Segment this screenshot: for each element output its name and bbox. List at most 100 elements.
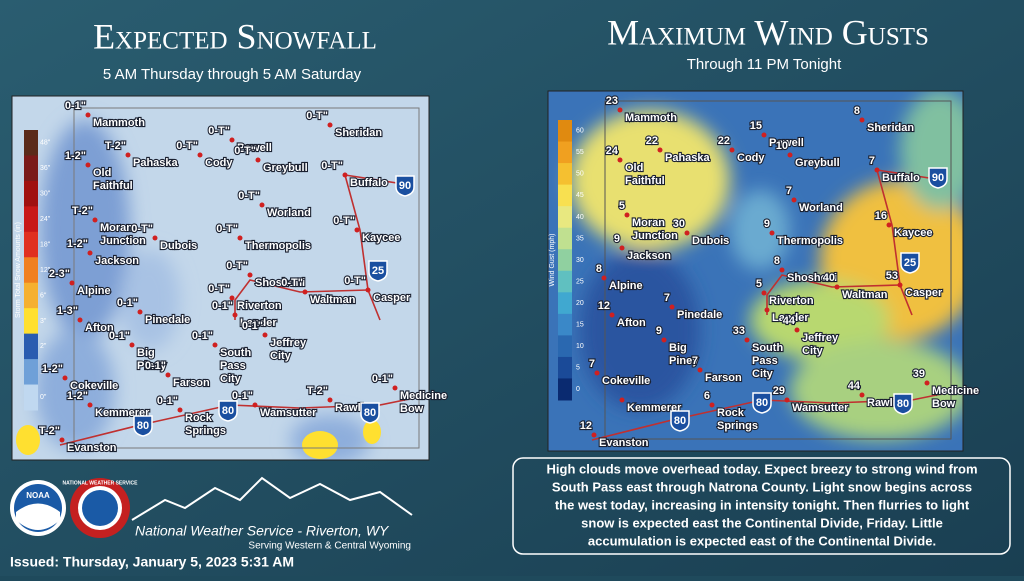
office-name: National Weather Service - Riverton, WY <box>135 523 390 539</box>
town-name: Pinedale <box>145 314 190 326</box>
legend-tick: 10 <box>576 343 584 350</box>
snow-value: 1-2" <box>42 363 63 375</box>
town-name: Bow <box>400 403 424 415</box>
town-name: Riverton <box>237 300 282 312</box>
town-name: Medicine <box>932 385 979 397</box>
legend-swatch <box>558 120 572 143</box>
wind-map-frame <box>547 90 964 452</box>
gust-value: 8 <box>596 263 602 275</box>
town-name: Jeffrey <box>802 332 839 344</box>
town-name: Powell <box>237 142 272 154</box>
town-name: City <box>802 345 824 357</box>
legend-tick: 6" <box>40 292 47 299</box>
gust-value: 29 <box>773 385 785 397</box>
serving-area: Serving Western & Central Wyoming <box>248 541 411 552</box>
gust-value: 44 <box>783 315 796 327</box>
legend-tick: 25 <box>576 278 584 285</box>
gust-value: 8 <box>774 255 780 267</box>
town-dot <box>609 312 615 318</box>
snow-value: 0-T" <box>321 160 343 172</box>
town-dot <box>87 250 93 256</box>
gust-value: 9 <box>764 218 770 230</box>
town-dot <box>619 397 625 403</box>
town-name: Pahaska <box>665 152 711 164</box>
town-name: Casper <box>905 287 943 299</box>
town-dot <box>729 147 735 153</box>
legend-swatch <box>558 249 572 272</box>
snow-value: 1-3" <box>57 305 78 317</box>
legend-swatch <box>24 231 38 258</box>
town-name: Cody <box>205 157 233 169</box>
town-dot <box>69 280 75 286</box>
town-dot <box>247 272 253 278</box>
legend-tick: 55 <box>576 149 584 156</box>
legend-tick: 0" <box>40 394 47 401</box>
gust-value: 10 <box>776 140 788 152</box>
town-name: Waltman <box>842 289 888 301</box>
town-name: Faithful <box>625 175 665 187</box>
town-name: Piney <box>669 355 699 367</box>
gust-value: 9 <box>656 325 662 337</box>
town-name: Jackson <box>95 255 139 267</box>
snow-value: 0-1" <box>372 373 393 385</box>
description-line: the west today, increasing in intensity … <box>555 497 970 512</box>
town-name: Shoshoni <box>787 272 837 284</box>
town-dot <box>761 290 767 296</box>
town-dot <box>779 267 785 273</box>
snow-value: 0-1" <box>242 320 263 332</box>
noaa-text: NOAA <box>26 491 50 500</box>
legend-tick: 20 <box>576 300 584 307</box>
legend-swatch <box>558 163 572 186</box>
legend-swatch <box>24 130 38 156</box>
highway-shield <box>360 402 380 424</box>
town-name: Springs <box>185 425 226 437</box>
town-name: Riverton <box>769 295 814 307</box>
highway-shield <box>133 415 153 437</box>
highway-shield <box>900 252 920 274</box>
town-name: Greybull <box>263 162 308 174</box>
gust-value: 7 <box>869 155 875 167</box>
nws-seal-text: NATIONAL WEATHER SERVICE <box>63 480 139 486</box>
legend-title: Wind Gust (mph) <box>549 234 556 287</box>
town-name: Buffalo <box>350 177 388 189</box>
snow-value: 0-1" <box>145 360 166 372</box>
highway <box>876 169 913 316</box>
highway-number: 80 <box>364 407 376 419</box>
town-name: Evanston <box>599 437 649 449</box>
gust-value: 15 <box>750 120 762 132</box>
town-dot <box>129 342 135 348</box>
town-dot <box>661 337 667 343</box>
highway <box>344 174 381 321</box>
snow-value: 0-T" <box>344 275 366 287</box>
town-name: Old <box>625 162 643 174</box>
gust-value: 33 <box>733 325 745 337</box>
town-dot <box>859 392 865 398</box>
town-dot <box>617 107 623 113</box>
gust-value: 5 <box>619 200 625 212</box>
town-dot <box>85 112 91 118</box>
town-dot <box>897 282 903 288</box>
snow-value: 0-1" <box>157 395 178 407</box>
town-name: Afton <box>617 317 646 329</box>
town-name: Springs <box>717 420 758 432</box>
town-name: Moran <box>632 217 665 229</box>
town-name: South <box>752 342 783 354</box>
highway <box>59 394 430 446</box>
highway-number: 80 <box>222 405 234 417</box>
town-name: Lander <box>240 317 277 329</box>
town-name: Afton <box>85 322 114 334</box>
town-name: Old <box>93 167 111 179</box>
town-dot <box>669 304 675 310</box>
highway-number: 90 <box>399 180 411 192</box>
legend-swatch <box>558 270 572 293</box>
legend-swatch <box>558 313 572 336</box>
highway-shield <box>368 260 388 282</box>
legend-tick: 2" <box>40 343 47 350</box>
snow-value: 0-T" <box>208 125 230 137</box>
town-dot <box>212 342 218 348</box>
town-dot <box>365 287 371 293</box>
town-dot <box>617 157 623 163</box>
town-dot <box>684 230 690 236</box>
mountain-outline <box>131 476 413 521</box>
